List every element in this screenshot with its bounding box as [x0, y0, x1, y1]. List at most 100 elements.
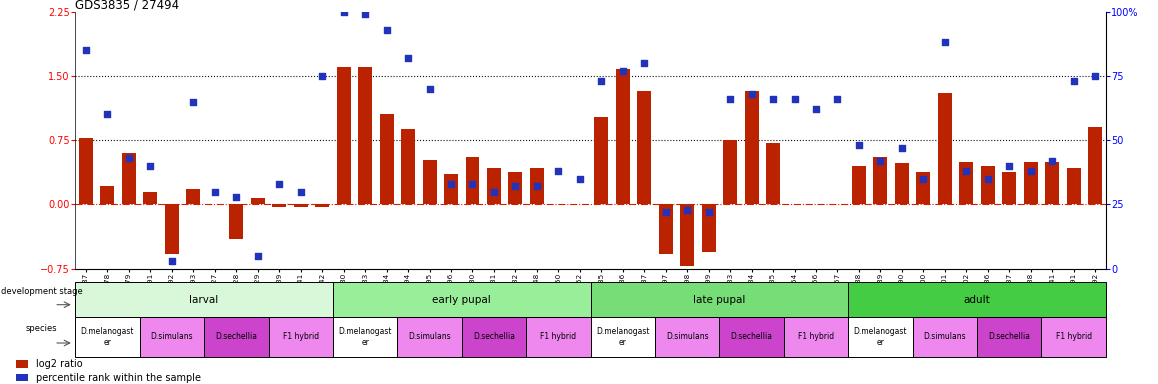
Point: [828, 96, 846, 102]
Bar: [977, 317, 1041, 357]
Point: [785, 96, 804, 102]
Point: [98, 111, 117, 118]
Text: larval: larval: [190, 295, 219, 305]
Point: [850, 142, 868, 148]
Bar: [444, 174, 459, 205]
Bar: [101, 185, 115, 205]
Bar: [526, 317, 591, 357]
Point: [936, 39, 954, 45]
Bar: [186, 189, 200, 205]
Point: [206, 189, 225, 195]
Point: [699, 209, 718, 215]
Bar: [916, 172, 930, 205]
Point: [292, 189, 310, 195]
Bar: [530, 169, 544, 205]
Bar: [466, 157, 479, 205]
Point: [657, 209, 675, 215]
Point: [356, 11, 374, 17]
Point: [871, 158, 889, 164]
Bar: [337, 67, 351, 205]
Bar: [144, 192, 157, 205]
Text: adult: adult: [963, 295, 990, 305]
Point: [807, 106, 826, 113]
Bar: [251, 199, 265, 205]
Point: [571, 176, 589, 182]
Bar: [294, 205, 308, 207]
Text: D.melanogast
er: D.melanogast er: [81, 327, 134, 347]
Bar: [655, 317, 719, 357]
Bar: [745, 91, 758, 205]
Point: [1064, 78, 1083, 84]
Bar: [16, 360, 28, 368]
Bar: [164, 205, 178, 254]
Point: [270, 181, 288, 187]
Bar: [873, 157, 887, 205]
Bar: [981, 166, 995, 205]
Text: D.melanogast
er: D.melanogast er: [596, 327, 650, 347]
Bar: [423, 160, 437, 205]
Point: [141, 163, 160, 169]
Point: [614, 68, 632, 74]
Bar: [848, 282, 1106, 317]
Point: [398, 55, 417, 61]
Bar: [848, 317, 913, 357]
Bar: [397, 317, 462, 357]
Point: [592, 78, 610, 84]
Point: [227, 194, 245, 200]
Text: D.sechellia: D.sechellia: [215, 333, 257, 341]
Text: D.simulans: D.simulans: [151, 333, 193, 341]
Point: [764, 96, 783, 102]
Point: [335, 8, 353, 15]
Bar: [272, 205, 286, 207]
Text: F1 hybrid: F1 hybrid: [541, 333, 577, 341]
Point: [119, 155, 138, 161]
Bar: [401, 129, 415, 205]
Text: log2 ratio: log2 ratio: [36, 359, 83, 369]
Bar: [719, 317, 784, 357]
Point: [528, 184, 547, 190]
Bar: [616, 69, 630, 205]
Point: [249, 253, 267, 259]
Point: [420, 86, 439, 92]
Bar: [462, 317, 526, 357]
Point: [914, 176, 932, 182]
Bar: [784, 317, 848, 357]
Point: [184, 98, 203, 104]
Bar: [75, 282, 332, 317]
Point: [1001, 163, 1019, 169]
Point: [506, 184, 525, 190]
Point: [313, 73, 331, 79]
Bar: [508, 172, 522, 205]
Text: D.simulans: D.simulans: [924, 333, 966, 341]
Text: F1 hybrid: F1 hybrid: [798, 333, 834, 341]
Text: species: species: [25, 324, 57, 333]
Bar: [959, 162, 974, 205]
Bar: [380, 114, 394, 205]
Text: percentile rank within the sample: percentile rank within the sample: [36, 372, 201, 382]
Bar: [723, 140, 738, 205]
Point: [1086, 73, 1105, 79]
Bar: [79, 137, 93, 205]
Bar: [702, 205, 716, 252]
Text: D.melanogast
er: D.melanogast er: [853, 327, 907, 347]
Text: D.sechellia: D.sechellia: [731, 333, 772, 341]
Bar: [122, 153, 135, 205]
Text: D.sechellia: D.sechellia: [472, 333, 515, 341]
Bar: [315, 205, 329, 207]
Bar: [591, 317, 655, 357]
Bar: [140, 317, 204, 357]
Bar: [938, 93, 952, 205]
Bar: [1089, 127, 1102, 205]
Bar: [913, 317, 977, 357]
Point: [677, 207, 696, 213]
Text: early pupal: early pupal: [432, 295, 491, 305]
Bar: [895, 163, 909, 205]
Point: [441, 181, 460, 187]
Point: [378, 26, 396, 33]
Bar: [637, 91, 651, 205]
Text: D.simulans: D.simulans: [666, 333, 709, 341]
Bar: [332, 317, 397, 357]
Bar: [659, 205, 673, 254]
Point: [721, 96, 740, 102]
Text: development stage: development stage: [0, 287, 82, 296]
